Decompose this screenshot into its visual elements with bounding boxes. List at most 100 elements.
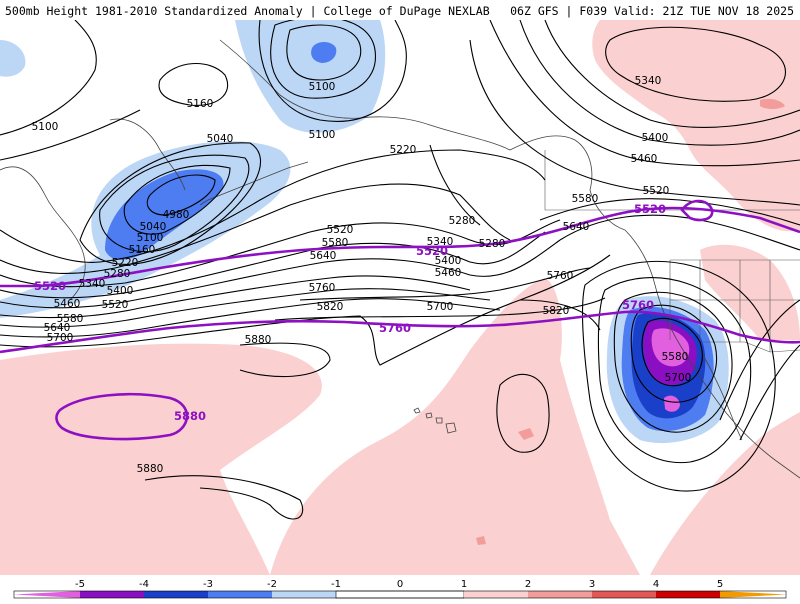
colorbar-tick-label: 0 [397, 579, 403, 590]
anomaly-spot-south [476, 536, 486, 545]
coastline-baja [699, 349, 743, 441]
contour-label: 5520 [327, 224, 354, 236]
contour-label: 5580 [572, 193, 599, 205]
contour-5220 [0, 149, 546, 263]
contour-5640 [0, 298, 501, 338]
colorbar-canvas: -5 -4 -3 -2 -1 0 1 2 3 4 5 [13, 579, 787, 599]
colorbar-tick-label: 4 [653, 579, 659, 590]
model-run-info: 06Z GFS | F039 Valid: 21Z TUE NOV 18 202… [510, 4, 794, 18]
contour-5160-west [0, 109, 141, 161]
contour-5880-island [496, 373, 550, 453]
contour-label: 5880 [137, 463, 164, 475]
colorbar-tick-label: -5 [75, 579, 85, 590]
contour-low-ring-1 [641, 317, 703, 387]
anomaly-colorbar: -5 -4 -3 -2 -1 0 1 2 3 4 5 [0, 576, 800, 600]
contour-5760 [299, 267, 591, 301]
contour-5100-pac [99, 154, 250, 253]
highlight-label: 5880 [174, 409, 206, 423]
contour-label: 5640 [563, 221, 590, 233]
anomaly-spot-central [518, 428, 534, 440]
colorbar-swatches [13, 590, 787, 599]
highlight-label: 5760 [622, 298, 654, 312]
coastline-west-america [624, 229, 800, 479]
contour-label: 5160 [129, 244, 156, 256]
contour-5460-ne [489, 20, 800, 167]
contour-label: 5760 [547, 270, 574, 282]
contour-label: 5820 [543, 305, 570, 317]
contour-label: 5100 [32, 121, 59, 133]
colorbar-swatch-pos3 [592, 591, 656, 598]
contour-low-ring-4 [597, 277, 752, 464]
contour-label: 5100 [309, 81, 336, 93]
contour-5820 [274, 297, 606, 321]
contour-label: 5520 [643, 185, 670, 197]
island-3 [435, 417, 443, 424]
map-header: 500mb Height 1981-2010 Standardized Anom… [0, 0, 800, 20]
contour-alaska-low [286, 24, 362, 81]
anomaly-region-gulf [700, 244, 800, 340]
colorbar-swatch-neg2 [208, 591, 272, 598]
highlight-contour-5520-ring [680, 199, 714, 222]
contour-label: 5880 [245, 334, 272, 346]
contour-5760-east [739, 344, 800, 441]
contour-label: 5700 [665, 372, 692, 384]
border-us-mexico [700, 341, 800, 353]
contour-5340-ne [544, 20, 800, 128]
colorbar-tick-label: -1 [331, 579, 341, 590]
anomaly-region-california-low-south [664, 395, 680, 412]
contour-5160-north [158, 63, 229, 106]
anomaly-region-california-low-center [651, 328, 690, 367]
colorbar-swatch-neutral [335, 590, 465, 599]
colorbar-swatch-above-pos4 [720, 591, 786, 598]
contour-label: 5280 [479, 238, 506, 250]
contour-low-ring-2 [630, 304, 717, 403]
contour-label-layer: 5160 5100 5100 5040 5100 5220 5340 5400 … [32, 75, 692, 475]
contour-5400-ne [519, 20, 800, 146]
contour-5580-ne [539, 198, 800, 226]
anomaly-region-subtropics-east [650, 412, 800, 575]
contour-5520 [0, 275, 471, 319]
contour-4980 [146, 174, 216, 216]
contour-5880-sub [144, 475, 304, 520]
colorbar-swatch-below-neg4 [14, 591, 80, 598]
contour-label: 5580 [57, 313, 84, 325]
colorbar-swatch-neg3 [144, 591, 208, 598]
contour-5700 [0, 254, 611, 366]
contour-label: 5820 [317, 301, 344, 313]
highlight-label: 5520 [416, 244, 448, 258]
hawaii-islands [413, 407, 457, 434]
contour-label: 4980 [163, 209, 190, 221]
highlight-contours [0, 199, 800, 441]
anomaly-region-west-edge [0, 40, 26, 77]
contour-label: 5040 [140, 221, 167, 233]
contour-label: 5340 [79, 278, 106, 290]
highlight-contour-5760 [0, 310, 800, 354]
contour-5100-alaska [258, 20, 407, 122]
island-4 [445, 422, 457, 434]
contour-label: 5280 [449, 215, 476, 227]
contour-label: 5520 [102, 299, 129, 311]
island-1 [413, 407, 421, 414]
contour-5460 [0, 239, 561, 309]
contour-label: 5760 [309, 282, 336, 294]
contour-label: 5460 [631, 153, 658, 165]
anomaly-region-alaska-core [311, 42, 337, 63]
contour-label: 5640 [44, 322, 71, 334]
contour-5280-gulf [429, 144, 481, 226]
colorbar-tick-label: 3 [589, 579, 595, 590]
highlight-label: 5520 [634, 202, 666, 216]
map-panel: 5160 5100 5100 5040 5100 5220 5340 5400 … [0, 20, 800, 576]
height-contours [0, 20, 800, 520]
contour-label: 5340 [427, 236, 454, 248]
contour-5580 [0, 288, 491, 328]
contour-label: 5100 [309, 129, 336, 141]
coastline-alaska-gulf [509, 135, 626, 231]
contour-label: 5700 [47, 332, 74, 344]
highlight-label: 5760 [379, 321, 411, 335]
coastline-asia [0, 166, 86, 301]
contour-label: 5400 [642, 132, 669, 144]
contour-label: 5280 [104, 268, 131, 280]
contour-label: 5580 [662, 351, 689, 363]
contour-label: 5460 [435, 267, 462, 279]
contour-label: 5220 [390, 144, 417, 156]
